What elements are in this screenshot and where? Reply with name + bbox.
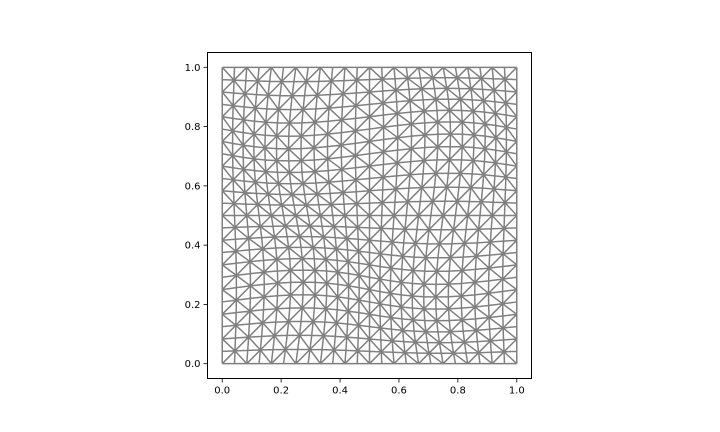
y-tick-label: 0.0 (185, 359, 201, 370)
y-tick-label: 0.2 (185, 300, 201, 311)
x-tick-label: 0.6 (391, 386, 407, 397)
y-axis: 0.0 0.2 0.4 0.6 0.8 1.0 (185, 63, 208, 370)
x-tick-label: 0.4 (332, 386, 348, 397)
y-tick-label: 0.6 (185, 181, 201, 192)
x-tick-label: 0.8 (450, 386, 466, 397)
mesh-layer (221, 66, 518, 365)
y-tick-label: 1.0 (185, 63, 201, 74)
y-tick-label: 0.8 (185, 122, 201, 133)
x-tick-label: 0.0 (214, 386, 230, 397)
x-axis: 0.0 0.2 0.4 0.6 0.8 1.0 (214, 378, 525, 397)
y-tick-label: 0.4 (185, 241, 201, 252)
x-tick-label: 1.0 (509, 386, 525, 397)
axes-frame (207, 52, 532, 379)
x-tick-label: 0.2 (273, 386, 289, 397)
mesh-lines (221, 66, 518, 365)
